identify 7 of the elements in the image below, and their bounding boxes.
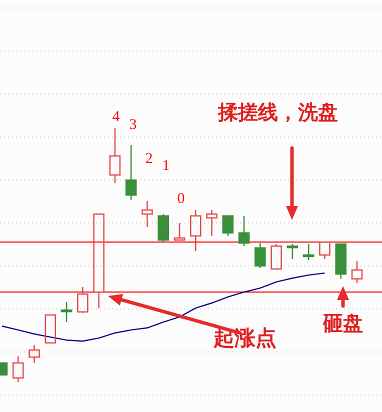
- annotation: 3: [129, 117, 137, 133]
- text: 揉搓线，洗盘: [217, 100, 338, 124]
- annotation: 2: [145, 151, 153, 167]
- text: 4: [112, 109, 120, 125]
- annotation: 0: [177, 191, 185, 207]
- annotation: 砸盘: [322, 311, 363, 335]
- annotation: 1: [162, 158, 170, 174]
